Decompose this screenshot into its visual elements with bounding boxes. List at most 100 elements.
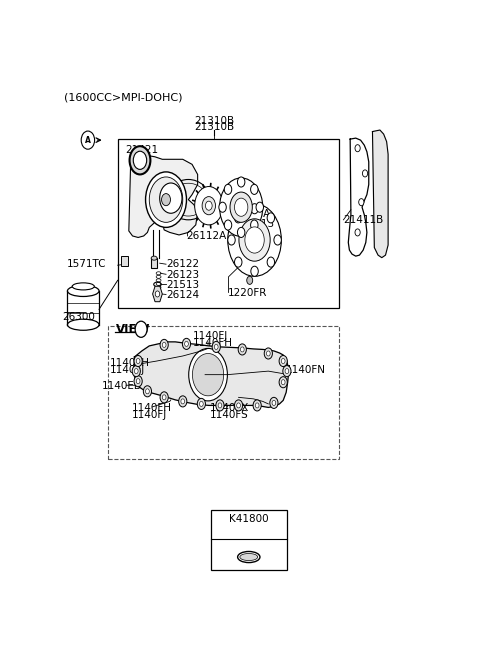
Circle shape (181, 399, 185, 404)
Text: VIEW: VIEW (116, 323, 150, 336)
Text: 21310B: 21310B (194, 116, 234, 126)
Circle shape (185, 341, 188, 346)
Bar (211, 510, 287, 571)
Circle shape (215, 345, 218, 349)
Circle shape (274, 235, 281, 245)
Circle shape (234, 400, 243, 411)
Circle shape (240, 347, 244, 352)
Circle shape (267, 257, 275, 267)
Text: A: A (85, 136, 91, 145)
Circle shape (179, 396, 187, 407)
Polygon shape (153, 286, 162, 302)
Circle shape (160, 183, 182, 214)
Ellipse shape (151, 256, 157, 260)
Circle shape (192, 354, 224, 396)
Circle shape (239, 219, 270, 261)
Text: 21411B: 21411B (344, 215, 384, 225)
Circle shape (270, 398, 278, 409)
Circle shape (135, 321, 147, 337)
Circle shape (251, 266, 258, 276)
Circle shape (355, 229, 360, 236)
Circle shape (267, 213, 275, 223)
Circle shape (279, 377, 288, 388)
Circle shape (136, 358, 140, 364)
Text: 21313: 21313 (241, 219, 275, 229)
Circle shape (134, 356, 142, 367)
Circle shape (133, 151, 147, 170)
Circle shape (134, 369, 138, 373)
Text: 1571TC: 1571TC (66, 259, 106, 269)
Circle shape (205, 201, 212, 210)
Circle shape (219, 202, 226, 212)
Text: 1140FX: 1140FX (210, 403, 249, 413)
Ellipse shape (67, 286, 99, 297)
Circle shape (279, 356, 288, 367)
Circle shape (253, 400, 261, 411)
Polygon shape (372, 130, 388, 257)
FancyBboxPatch shape (108, 326, 339, 459)
Text: 21513: 21513 (166, 280, 199, 290)
Circle shape (281, 380, 285, 384)
Circle shape (238, 344, 246, 355)
Circle shape (264, 348, 273, 359)
Circle shape (251, 204, 258, 214)
Circle shape (355, 145, 360, 152)
Text: A: A (138, 325, 144, 334)
Circle shape (251, 220, 258, 230)
Circle shape (160, 339, 168, 350)
Text: 1140FJ: 1140FJ (109, 365, 145, 375)
Ellipse shape (238, 552, 260, 563)
Text: K41800: K41800 (229, 514, 269, 525)
Bar (118, 139, 339, 308)
Circle shape (283, 365, 291, 377)
Circle shape (197, 398, 205, 409)
Text: 26113A: 26113A (230, 209, 271, 219)
Circle shape (202, 196, 216, 215)
Circle shape (155, 291, 160, 297)
Circle shape (160, 392, 168, 403)
Ellipse shape (72, 283, 94, 290)
Circle shape (216, 400, 224, 411)
Circle shape (255, 403, 259, 408)
Circle shape (132, 365, 140, 377)
Circle shape (272, 400, 276, 405)
Polygon shape (129, 155, 198, 238)
Text: 1140FH: 1140FH (109, 358, 149, 368)
Text: 26112A: 26112A (186, 231, 227, 241)
Text: 1140FH: 1140FH (193, 339, 233, 348)
Text: 1140EB: 1140EB (102, 381, 142, 391)
Polygon shape (134, 342, 289, 407)
Circle shape (285, 369, 289, 373)
Circle shape (224, 184, 232, 195)
Ellipse shape (240, 553, 258, 561)
Circle shape (228, 204, 281, 276)
Circle shape (195, 187, 223, 225)
Circle shape (189, 348, 228, 401)
Circle shape (162, 343, 166, 347)
Bar (151, 258, 157, 269)
Text: 1140FH: 1140FH (132, 403, 172, 413)
Text: 21421: 21421 (125, 145, 158, 155)
Circle shape (136, 379, 140, 384)
Circle shape (149, 177, 183, 222)
Text: 26123: 26123 (166, 270, 199, 280)
Circle shape (228, 235, 235, 245)
Circle shape (145, 172, 186, 227)
Circle shape (256, 202, 264, 212)
Circle shape (235, 213, 242, 223)
Circle shape (144, 386, 152, 397)
Text: 1140FJ: 1140FJ (193, 331, 228, 341)
Bar (121, 256, 128, 266)
Circle shape (238, 227, 245, 238)
Circle shape (281, 358, 285, 364)
Circle shape (362, 170, 368, 177)
Circle shape (200, 402, 203, 406)
Circle shape (219, 178, 263, 236)
Circle shape (230, 192, 252, 222)
Circle shape (130, 146, 150, 174)
Circle shape (224, 220, 232, 230)
Ellipse shape (67, 319, 99, 330)
Circle shape (247, 276, 252, 284)
Circle shape (162, 395, 166, 400)
Circle shape (235, 257, 242, 267)
